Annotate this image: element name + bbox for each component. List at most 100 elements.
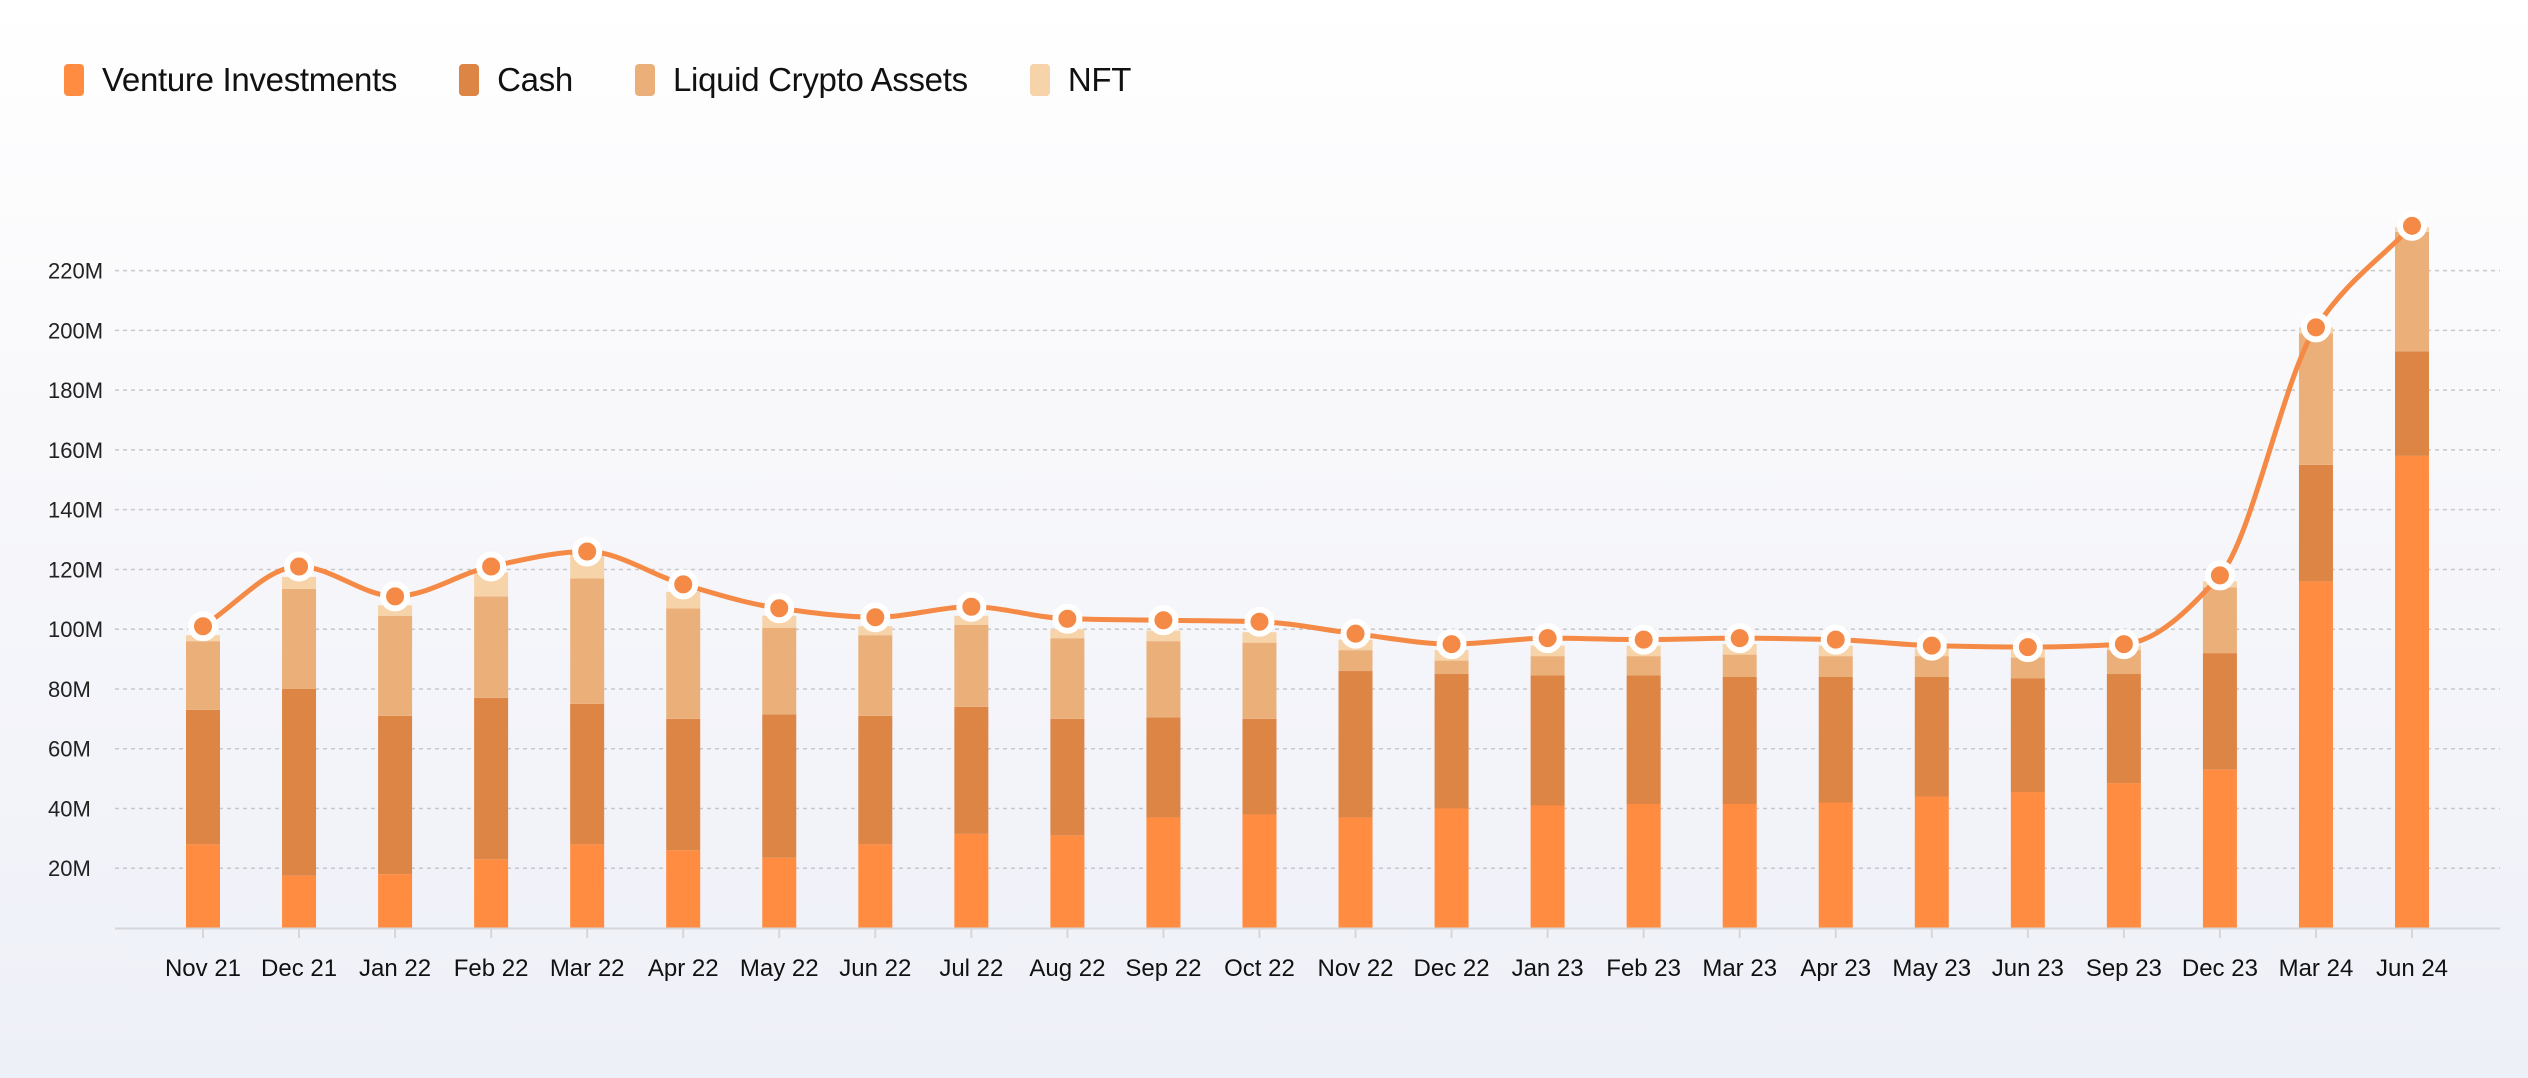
x-tick-label-oct-22: Oct 22 <box>1224 955 1295 982</box>
bar-cash-aug-22 <box>1050 718 1085 836</box>
bar-venture-investments-jun-24 <box>2395 455 2429 928</box>
bar-liquid-crypto-assets-aug-22 <box>1050 638 1085 719</box>
total-point-jan-22 <box>380 581 411 612</box>
bar-cash-dec-21 <box>282 688 317 876</box>
bar-liquid-crypto-assets-oct-22 <box>1242 642 1277 719</box>
bar-liquid-crypto-assets-may-22 <box>762 627 797 715</box>
bar-liquid-crypto-assets-nov-22 <box>1338 650 1373 672</box>
bar-stack-feb-23 <box>1626 645 1661 928</box>
y-tick-label-60m: 60M <box>48 737 91 762</box>
total-point-sep-22 <box>1148 605 1179 636</box>
bar-stack-nov-21 <box>186 635 220 928</box>
total-point-apr-23 <box>1820 624 1851 655</box>
y-tick-label-160m: 160M <box>48 438 103 463</box>
bar-cash-sep-22 <box>1146 717 1181 818</box>
total-point-jan-23 <box>1532 623 1563 654</box>
legend-label-cash: Cash <box>497 61 573 98</box>
x-tick-label-sep-22: Sep 22 <box>1125 955 1201 982</box>
bar-venture-investments-jun-22 <box>858 844 893 928</box>
x-tick-label-mar-23: Mar 23 <box>1702 955 1777 982</box>
legend-item-liquid-crypto-assets[interactable]: Liquid Crypto Assets <box>634 61 968 99</box>
bar-venture-investments-aug-22 <box>1050 835 1085 928</box>
total-point-dec-23 <box>2204 560 2235 591</box>
bar-cash-dec-22 <box>1434 674 1469 809</box>
total-point-mar-24 <box>2300 312 2331 343</box>
total-point-jun-23 <box>2012 632 2043 663</box>
bars <box>186 227 2429 928</box>
legend-item-cash[interactable]: Cash <box>459 61 573 99</box>
bar-cash-jan-22 <box>378 715 413 875</box>
x-tick-label-mar-24: Mar 24 <box>2279 955 2354 982</box>
bar-stack-dec-21 <box>282 576 317 928</box>
bar-stack-may-23 <box>1914 648 1949 928</box>
x-tick-label-dec-23: Dec 23 <box>2182 955 2258 982</box>
total-line <box>200 223 2415 650</box>
bar-cash-oct-22 <box>1242 718 1277 815</box>
total-point-may-22 <box>764 593 795 624</box>
bar-venture-investments-dec-22 <box>1434 808 1469 928</box>
bar-venture-investments-mar-24 <box>2298 581 2333 928</box>
bar-cash-jul-22 <box>954 706 989 834</box>
bar-nft-dec-21 <box>282 576 317 589</box>
bar-stack-jul-22 <box>954 615 989 928</box>
legend-swatch-venture-investments <box>64 64 84 96</box>
bar-liquid-crypto-assets-jul-22 <box>954 624 989 707</box>
bar-cash-mar-24 <box>2298 464 2333 582</box>
bar-liquid-crypto-assets-apr-23 <box>1818 656 1853 678</box>
bar-venture-investments-oct-22 <box>1242 814 1277 928</box>
bar-stack-jun-22 <box>858 626 893 928</box>
bar-liquid-crypto-assets-sep-22 <box>1146 641 1181 718</box>
bar-liquid-crypto-assets-mar-23 <box>1722 654 1757 678</box>
bar-stack-sep-23 <box>2106 645 2141 928</box>
total-point-mar-22 <box>572 536 603 567</box>
bar-liquid-crypto-assets-jan-23 <box>1530 656 1565 676</box>
x-tick-label-may-23: May 23 <box>1892 955 1971 982</box>
bar-cash-apr-23 <box>1818 677 1853 803</box>
bar-stack-jan-22 <box>378 605 413 928</box>
bar-venture-investments-nov-21 <box>186 844 220 928</box>
bar-cash-feb-23 <box>1626 675 1661 804</box>
bar-venture-investments-jan-22 <box>378 874 413 928</box>
x-tick-label-apr-22: Apr 22 <box>648 955 719 982</box>
x-tick-label-apr-23: Apr 23 <box>1800 955 1871 982</box>
legend-item-nft[interactable]: NFT <box>1029 61 1132 99</box>
bar-liquid-crypto-assets-dec-21 <box>282 588 317 689</box>
x-axis <box>115 927 2500 938</box>
legend-label-nft: NFT <box>1067 61 1132 98</box>
total-point-dec-21 <box>284 551 315 582</box>
bar-stack-dec-22 <box>1434 650 1469 928</box>
bar-venture-investments-apr-22 <box>666 850 701 928</box>
x-tick-label-feb-23: Feb 23 <box>1606 955 1681 982</box>
x-tick-label-nov-21: Nov 21 <box>165 955 241 982</box>
total-point-jun-24 <box>2397 210 2427 241</box>
bar-venture-investments-mar-23 <box>1722 803 1757 928</box>
bar-venture-investments-feb-23 <box>1626 803 1661 928</box>
bar-venture-investments-sep-23 <box>2106 783 2141 928</box>
bar-liquid-crypto-assets-dec-22 <box>1434 660 1469 675</box>
legend-item-venture-investments[interactable]: Venture Investments <box>64 61 397 99</box>
bar-liquid-crypto-assets-may-23 <box>1914 656 1949 678</box>
bar-cash-nov-22 <box>1338 671 1373 818</box>
bar-stack-apr-23 <box>1818 645 1853 928</box>
bar-stack-feb-22 <box>474 572 509 928</box>
total-point-jul-22 <box>956 591 987 622</box>
bar-liquid-crypto-assets-mar-24 <box>2298 333 2333 465</box>
x-tick-label-sep-23: Sep 23 <box>2086 955 2162 982</box>
legend-swatch-nft <box>1029 64 1050 96</box>
bar-cash-may-23 <box>1914 677 1949 797</box>
bar-cash-may-22 <box>762 714 797 858</box>
bar-cash-jun-22 <box>858 715 893 845</box>
bar-venture-investments-jun-23 <box>2010 792 2045 928</box>
total-point-aug-22 <box>1052 603 1083 634</box>
y-tick-label-100m: 100M <box>48 617 103 642</box>
bar-cash-sep-23 <box>2106 674 2141 784</box>
legend-swatch-cash <box>459 64 480 96</box>
bar-liquid-crypto-assets-jun-22 <box>858 635 893 716</box>
bar-liquid-crypto-assets-dec-23 <box>2202 587 2237 654</box>
total-point-feb-22 <box>476 551 507 582</box>
bar-stack-dec-23 <box>2202 581 2237 928</box>
bar-venture-investments-apr-23 <box>1818 802 1853 928</box>
legend-label-venture-investments: Venture Investments <box>102 61 398 98</box>
total-point-oct-22 <box>1244 606 1275 637</box>
